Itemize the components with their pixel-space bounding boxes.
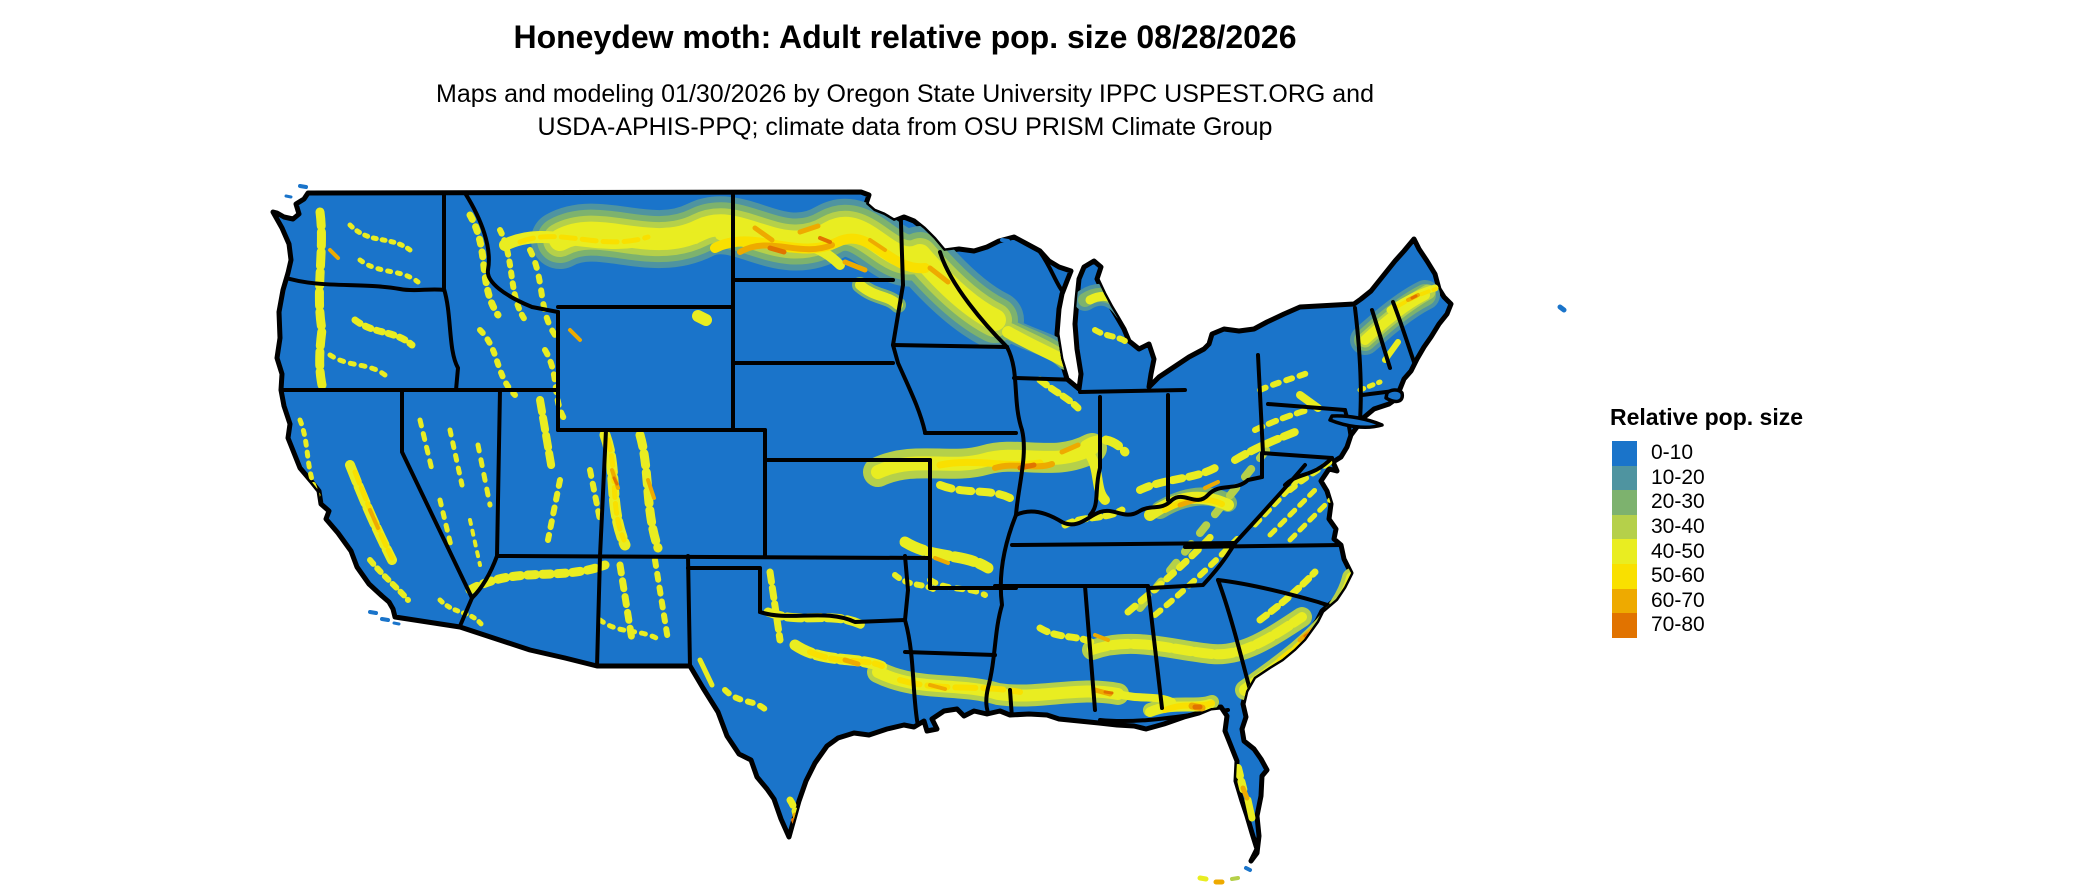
legend-label-20-30: 20-30: [1651, 490, 1705, 514]
us-map: [270, 184, 1567, 885]
florida-keys-dots: [1197, 875, 1240, 885]
legend-swatch-60-70: [1612, 588, 1637, 614]
legend-row: 60-70: [1600, 588, 1900, 614]
legend-title: Relative pop. size: [1610, 404, 1804, 430]
legend-swatch-0-10: [1612, 441, 1637, 466]
coastal-islands: [1328, 388, 1405, 429]
legend-row: 0-10: [1600, 441, 1900, 466]
legend-swatch-40-50: [1612, 539, 1637, 564]
legend-label-50-60: 50-60: [1651, 564, 1705, 588]
legend-label-40-50: 40-50: [1651, 539, 1705, 563]
legend-row: 40-50: [1600, 539, 1900, 564]
subtitle-line-2: USDA-APHIS-PPQ; climate data from OSU PR…: [537, 113, 1273, 141]
legend-swatch-20-30: [1612, 490, 1637, 515]
legend-swatch-70-80: [1612, 613, 1637, 638]
subtitle: Maps and modeling 01/30/2026 by Oregon S…: [0, 78, 1810, 144]
legend-row: 30-40: [1600, 514, 1900, 540]
offshore-dots-blue: [284, 184, 1567, 872]
legend-label-30-40: 30-40: [1651, 515, 1705, 539]
legend: Relative pop. size 0-10 10-20 20-30 30-4…: [1600, 404, 1900, 638]
legend-label-0-10: 0-10: [1651, 441, 1694, 465]
legend-row: 70-80: [1600, 613, 1900, 638]
legend-swatch-10-20: [1612, 465, 1637, 491]
legend-row: 20-30: [1600, 490, 1900, 515]
legend-label-70-80: 70-80: [1651, 613, 1705, 637]
page-title: Honeydew moth: Adult relative pop. size …: [513, 19, 1297, 55]
long-island: [1328, 414, 1384, 429]
legend-row: 10-20: [1600, 465, 1900, 491]
legend-swatch-30-40: [1612, 514, 1637, 540]
us-map-container: [200, 148, 1570, 892]
legend-swatch-50-60: [1612, 563, 1637, 589]
subtitle-line-1: Maps and modeling 01/30/2026 by Oregon S…: [436, 80, 1374, 108]
legend-label-60-70: 60-70: [1651, 588, 1705, 612]
legend-row: 50-60: [1600, 563, 1900, 589]
legend-label-10-20: 10-20: [1651, 465, 1705, 489]
title-block: Honeydew moth: Adult relative pop. size …: [0, 18, 1810, 144]
cape-cod: [1384, 388, 1405, 404]
